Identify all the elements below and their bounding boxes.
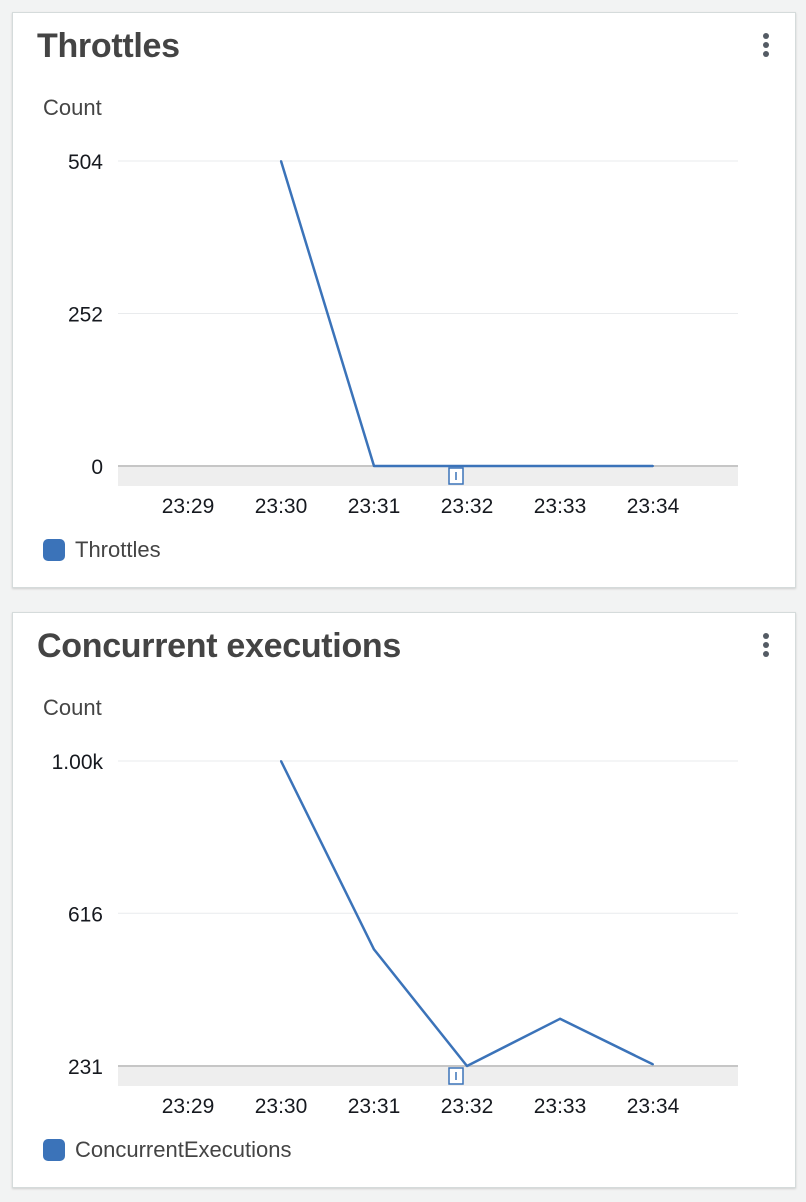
y-tick-label: 504 xyxy=(68,151,103,174)
y-axis-unit-label: Count xyxy=(43,695,102,720)
x-tick-label: 23:34 xyxy=(627,495,680,518)
legend-label: Throttles xyxy=(75,537,161,562)
x-tick-label: 23:33 xyxy=(534,495,587,518)
y-tick-label: 231 xyxy=(68,1056,103,1079)
legend-swatch xyxy=(43,539,65,561)
data-point xyxy=(652,1063,654,1066)
throttles-chart: 504 252 0 23:29 23:30 23:31 23:32 23:33 23:34 xyxy=(68,151,738,518)
y-tick-label: 0 xyxy=(91,456,103,479)
x-tick-label: 23:33 xyxy=(534,1095,587,1118)
data-point xyxy=(466,1065,468,1067)
y-axis-unit-label: Count xyxy=(43,95,102,120)
legend-swatch xyxy=(43,1139,65,1161)
more-vertical-icon[interactable] xyxy=(759,31,773,61)
x-tick-label: 23:32 xyxy=(441,1095,494,1118)
y-tick-label: 252 xyxy=(68,304,103,327)
x-axis-band xyxy=(118,466,738,486)
x-tick-label: 23:29 xyxy=(162,495,215,518)
widget-title: Concurrent executions xyxy=(37,627,401,665)
legend-label: ConcurrentExecutions xyxy=(75,1137,292,1162)
data-point xyxy=(373,465,375,467)
throttles-widget: Throttles Count 504 252 0 23:29 23:30 23:31 23… xyxy=(12,12,796,588)
concurrent-executions-chart: 1.00k 616 231 23:29 23:30 23:31 23:32 23:33 23:3… xyxy=(52,751,738,1118)
legend[interactable]: Throttles xyxy=(43,537,161,563)
y-tick-label: 1.00k xyxy=(52,751,104,774)
data-point xyxy=(280,760,282,762)
time-range-handle xyxy=(448,1067,464,1085)
x-tick-label: 23:30 xyxy=(255,1095,308,1118)
legend[interactable]: ConcurrentExecutions xyxy=(43,1137,291,1163)
time-range-handle xyxy=(448,467,464,485)
concurrent-executions-widget: Concurrent executions Count 1.00k 616 231 2… xyxy=(12,612,796,1188)
data-point xyxy=(466,465,468,467)
widget-title: Throttles xyxy=(37,27,180,65)
data-point xyxy=(559,465,561,467)
x-tick-label: 23:34 xyxy=(627,1095,680,1118)
x-tick-label: 23:29 xyxy=(162,1095,215,1118)
data-point xyxy=(652,465,654,467)
x-axis-band xyxy=(118,1066,738,1086)
data-point xyxy=(373,948,375,951)
y-tick-label: 616 xyxy=(68,903,103,926)
data-point xyxy=(559,1017,561,1020)
x-tick-label: 23:31 xyxy=(348,495,401,518)
x-tick-label: 23:32 xyxy=(441,495,494,518)
x-tick-label: 23:30 xyxy=(255,495,308,518)
more-vertical-icon[interactable] xyxy=(759,631,773,661)
x-tick-label: 23:31 xyxy=(348,1095,401,1118)
data-point xyxy=(280,160,282,162)
